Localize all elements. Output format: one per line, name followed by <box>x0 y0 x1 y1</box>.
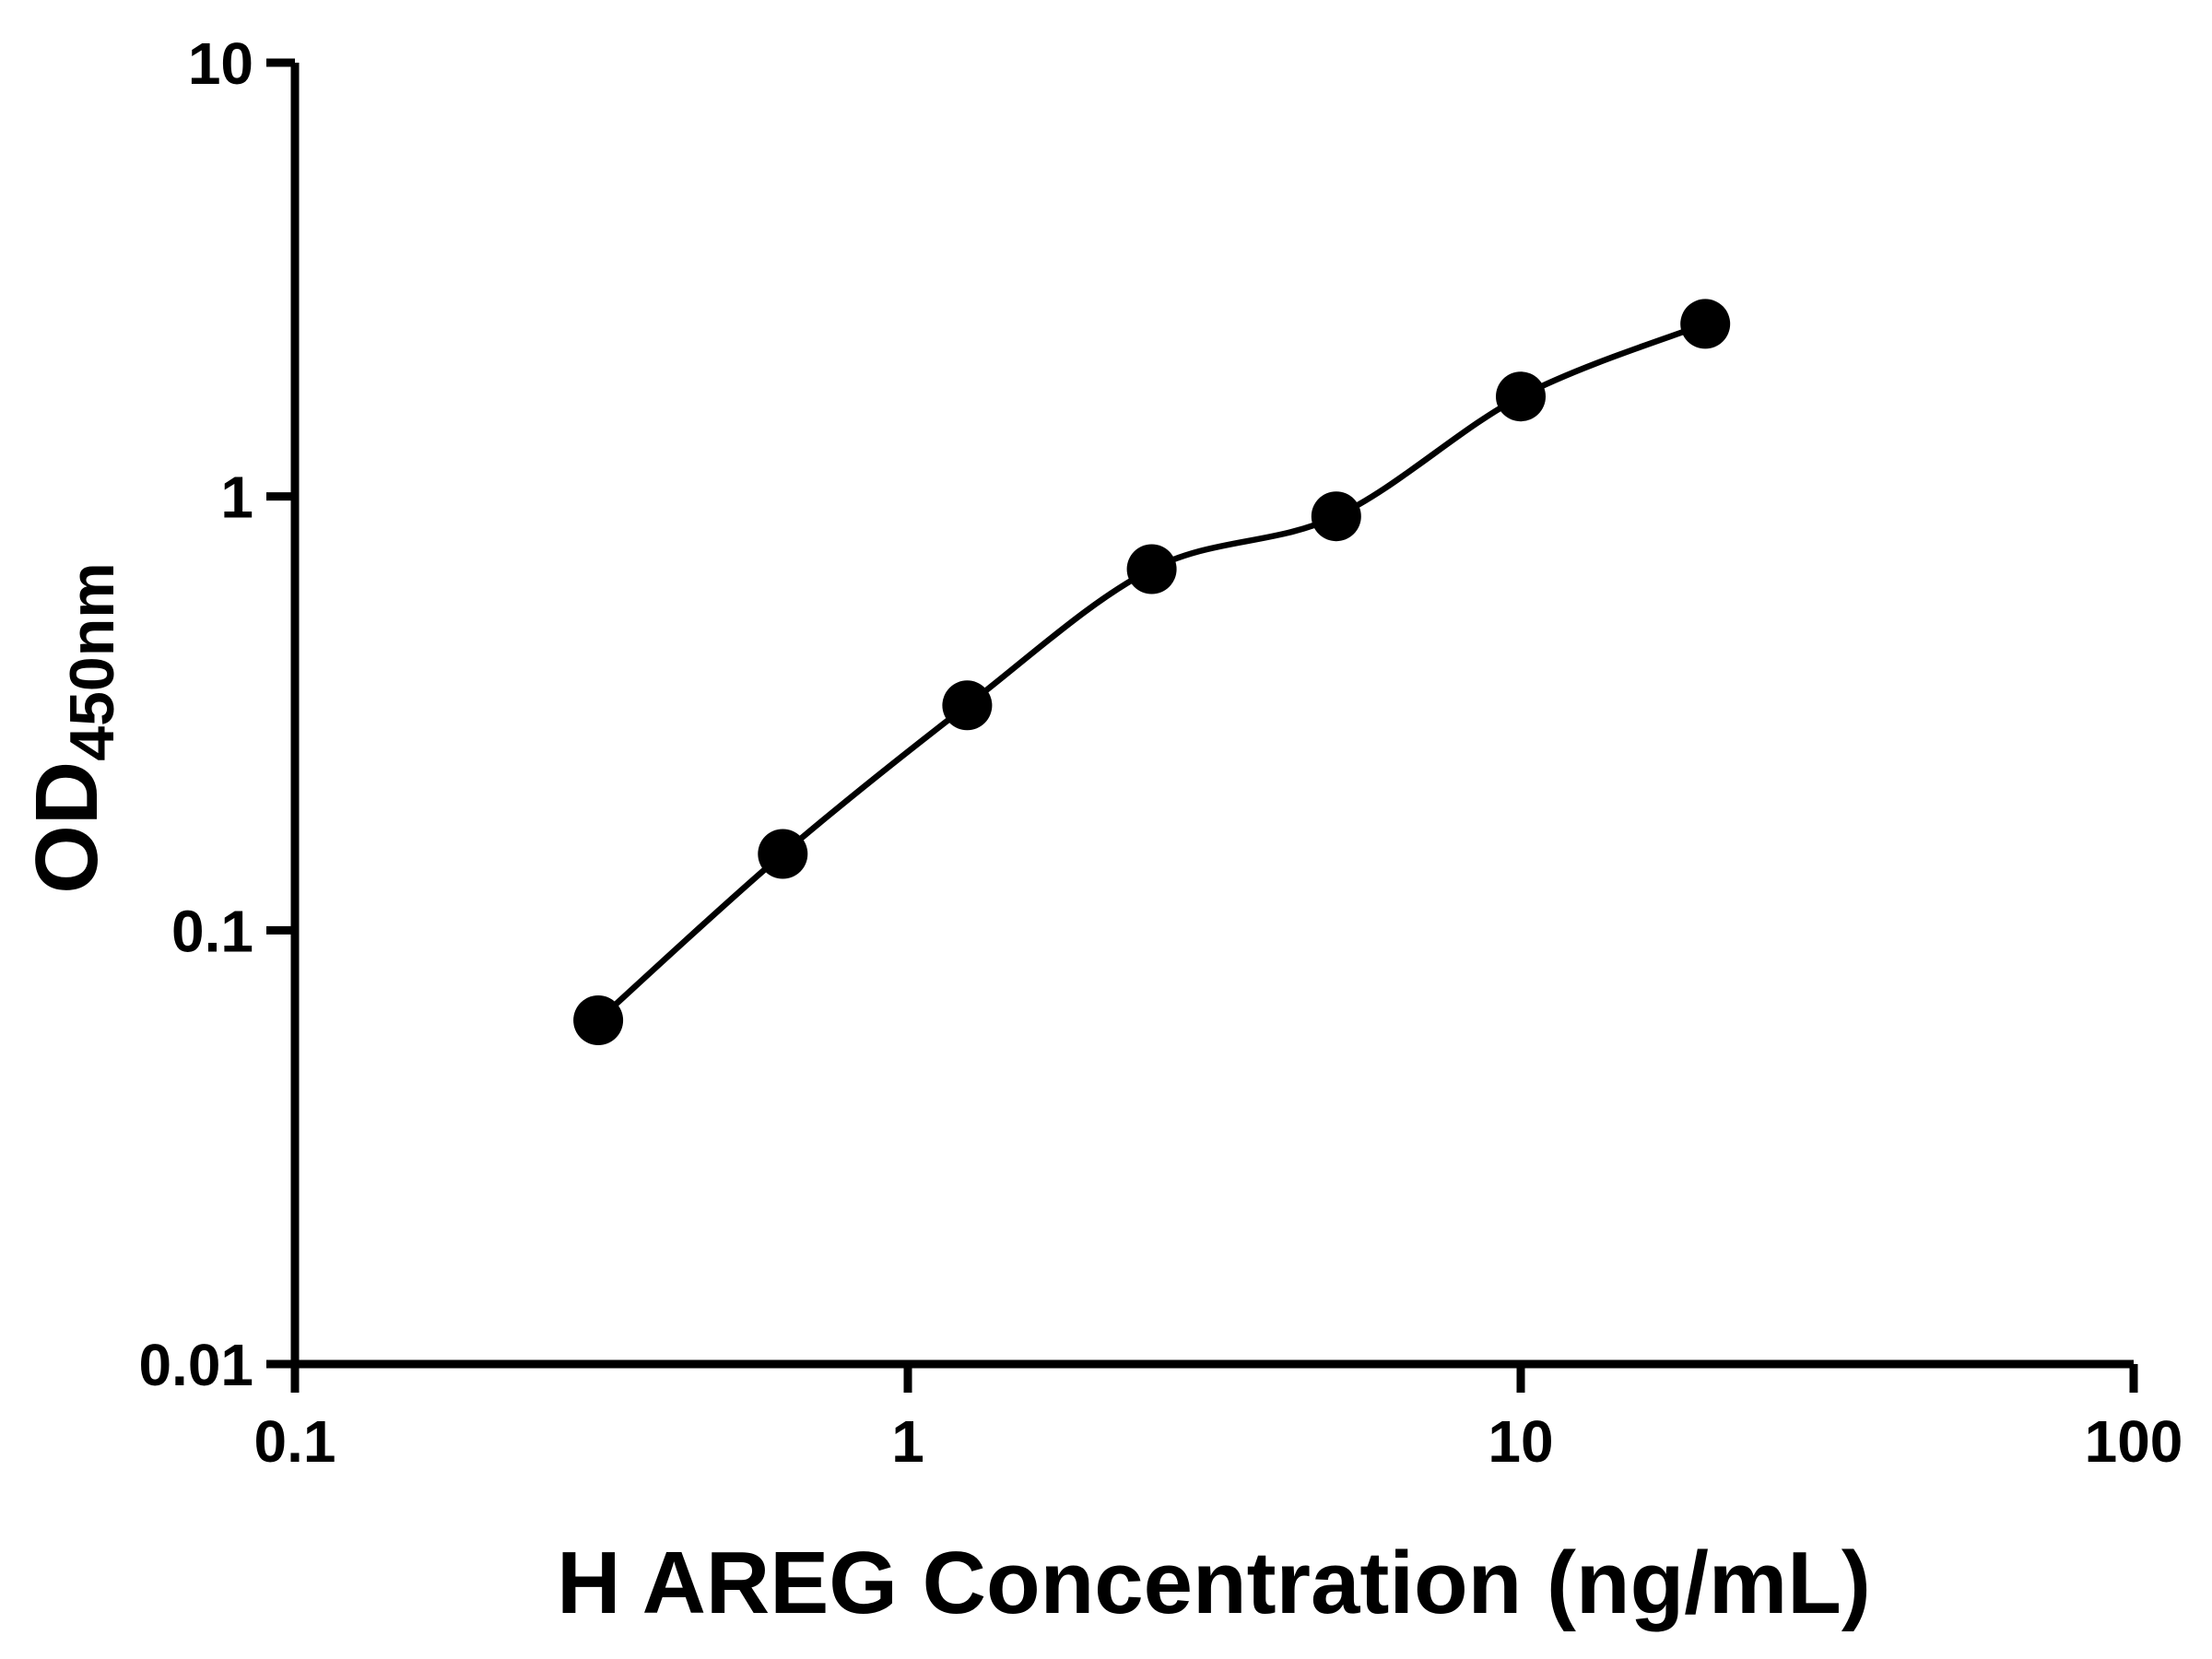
y-tick-label: 0.01 <box>138 1332 253 1398</box>
data-point <box>1126 544 1177 594</box>
y-tick-label: 10 <box>188 30 253 97</box>
y-axis-title: OD450nm <box>18 562 127 893</box>
data-point <box>1311 491 1361 542</box>
fit-curve <box>595 321 1707 1023</box>
data-point <box>1680 299 1731 349</box>
x-tick-label: 0.1 <box>254 1408 336 1475</box>
data-point <box>1496 371 1546 422</box>
x-tick-label: 10 <box>1488 1408 1553 1475</box>
data-point <box>573 995 624 1045</box>
y-tick-label: 0.1 <box>171 898 253 964</box>
x-axis-title: H AREG Concentration (ng/mL) <box>557 1534 1871 1632</box>
x-tick-label: 100 <box>2085 1408 2183 1475</box>
x-tick-label: 1 <box>891 1408 924 1475</box>
data-point <box>942 680 993 731</box>
data-point <box>758 829 808 879</box>
y-tick-label: 1 <box>220 465 253 531</box>
y-axis-title-main: OD <box>18 761 116 894</box>
y-axis-title-subscript: 450nm <box>57 562 127 760</box>
axis-lines <box>290 63 2134 1369</box>
